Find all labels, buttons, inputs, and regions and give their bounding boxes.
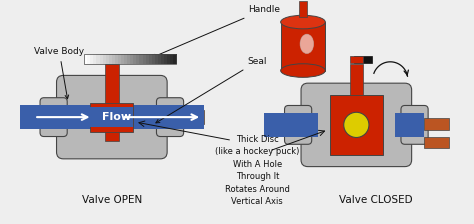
Bar bbox=[355, 56, 372, 63]
Ellipse shape bbox=[281, 15, 325, 29]
Bar bbox=[109, 54, 112, 64]
Bar bbox=[91, 103, 133, 132]
Text: Valve CLOSED: Valve CLOSED bbox=[339, 195, 412, 205]
Text: Valve Body: Valve Body bbox=[34, 47, 84, 99]
Bar bbox=[264, 113, 318, 136]
FancyBboxPatch shape bbox=[56, 75, 167, 159]
Bar bbox=[87, 54, 91, 64]
Bar bbox=[349, 64, 363, 95]
Bar bbox=[143, 54, 146, 64]
Circle shape bbox=[344, 112, 369, 138]
Text: Seal: Seal bbox=[156, 57, 267, 123]
Bar bbox=[152, 54, 155, 64]
Bar bbox=[84, 54, 88, 64]
Bar bbox=[84, 54, 176, 64]
Text: Flow: Flow bbox=[102, 112, 131, 122]
Bar bbox=[164, 54, 168, 64]
Bar bbox=[103, 54, 106, 64]
Bar bbox=[281, 22, 325, 71]
Bar bbox=[97, 54, 100, 64]
Bar bbox=[424, 118, 448, 130]
Bar bbox=[395, 113, 424, 136]
Bar bbox=[167, 54, 171, 64]
Bar bbox=[93, 54, 97, 64]
Bar bbox=[19, 106, 204, 129]
Bar bbox=[137, 54, 140, 64]
Text: Thick Disc
(like a hockey puck)
With A Hole
Through It
Rotates Around
Vertical A: Thick Disc (like a hockey puck) With A H… bbox=[215, 135, 300, 206]
Bar bbox=[180, 110, 204, 124]
Bar bbox=[115, 54, 118, 64]
FancyBboxPatch shape bbox=[401, 106, 428, 144]
Bar bbox=[161, 54, 164, 64]
Bar bbox=[349, 56, 363, 63]
Bar bbox=[127, 54, 131, 64]
Bar bbox=[149, 54, 152, 64]
Bar bbox=[91, 54, 94, 64]
Ellipse shape bbox=[300, 34, 314, 54]
Bar bbox=[173, 54, 177, 64]
FancyBboxPatch shape bbox=[156, 98, 183, 136]
Bar bbox=[330, 95, 383, 155]
Ellipse shape bbox=[281, 64, 325, 77]
Bar bbox=[121, 54, 125, 64]
Bar bbox=[112, 54, 115, 64]
Bar bbox=[91, 108, 133, 127]
Bar bbox=[105, 132, 118, 141]
Bar bbox=[170, 54, 174, 64]
Bar bbox=[118, 54, 121, 64]
Bar bbox=[19, 110, 44, 124]
Text: Valve OPEN: Valve OPEN bbox=[82, 195, 142, 205]
FancyBboxPatch shape bbox=[40, 98, 67, 136]
Bar bbox=[139, 54, 143, 64]
FancyBboxPatch shape bbox=[301, 83, 411, 167]
Bar bbox=[105, 64, 118, 103]
Bar bbox=[299, 1, 307, 17]
Bar bbox=[106, 54, 109, 64]
Bar bbox=[124, 54, 128, 64]
Bar bbox=[158, 54, 162, 64]
Bar bbox=[155, 54, 158, 64]
Bar bbox=[133, 54, 137, 64]
Bar bbox=[100, 54, 103, 64]
Text: Handle: Handle bbox=[152, 5, 280, 58]
Bar bbox=[130, 54, 134, 64]
FancyBboxPatch shape bbox=[284, 106, 312, 144]
Bar bbox=[146, 54, 149, 64]
Bar bbox=[424, 136, 448, 148]
